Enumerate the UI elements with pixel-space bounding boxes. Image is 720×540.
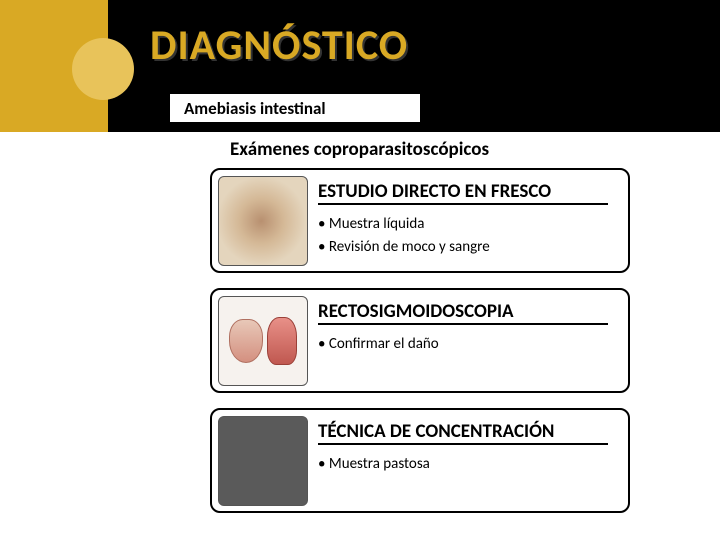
anatomy-thumbnail [218, 296, 308, 386]
list-item: • Revisión de moco y sangre [318, 237, 490, 258]
gold-circle [72, 38, 134, 100]
card-title: RECTOSIGMOIDOSCOPIA [318, 300, 608, 325]
organ-illustration [229, 319, 263, 363]
list-item: • Muestra pastosa [318, 454, 430, 475]
card-items: • Muestra líquida • Revisión de moco y s… [318, 214, 490, 260]
list-item: • Confirmar el daño [318, 334, 439, 355]
organ-illustration [267, 317, 297, 365]
list-item: • Muestra líquida [318, 214, 490, 235]
subtitle-box: Amebiasis intestinal [168, 92, 422, 124]
card-rectosigmoidoscopy: RECTOSIGMOIDOSCOPIA • Confirmar el daño [210, 288, 630, 393]
card-concentration: TÉCNICA DE CONCENTRACIÓN • Muestra pasto… [210, 408, 630, 513]
card-items: • Confirmar el daño [318, 334, 439, 357]
microscopy-thumbnail [218, 176, 308, 266]
section-heading: Exámenes coproparasitoscópicos [230, 138, 489, 161]
blank-thumbnail [218, 416, 308, 506]
card-title: ESTUDIO DIRECTO EN FRESCO [318, 180, 608, 205]
page-title: DIAGNÓSTICO [150, 20, 408, 71]
subtitle-text: Amebiasis intestinal [184, 98, 326, 119]
card-study-direct: ESTUDIO DIRECTO EN FRESCO • Muestra líqu… [210, 168, 630, 273]
card-items: • Muestra pastosa [318, 454, 430, 477]
card-title: TÉCNICA DE CONCENTRACIÓN [318, 420, 608, 445]
